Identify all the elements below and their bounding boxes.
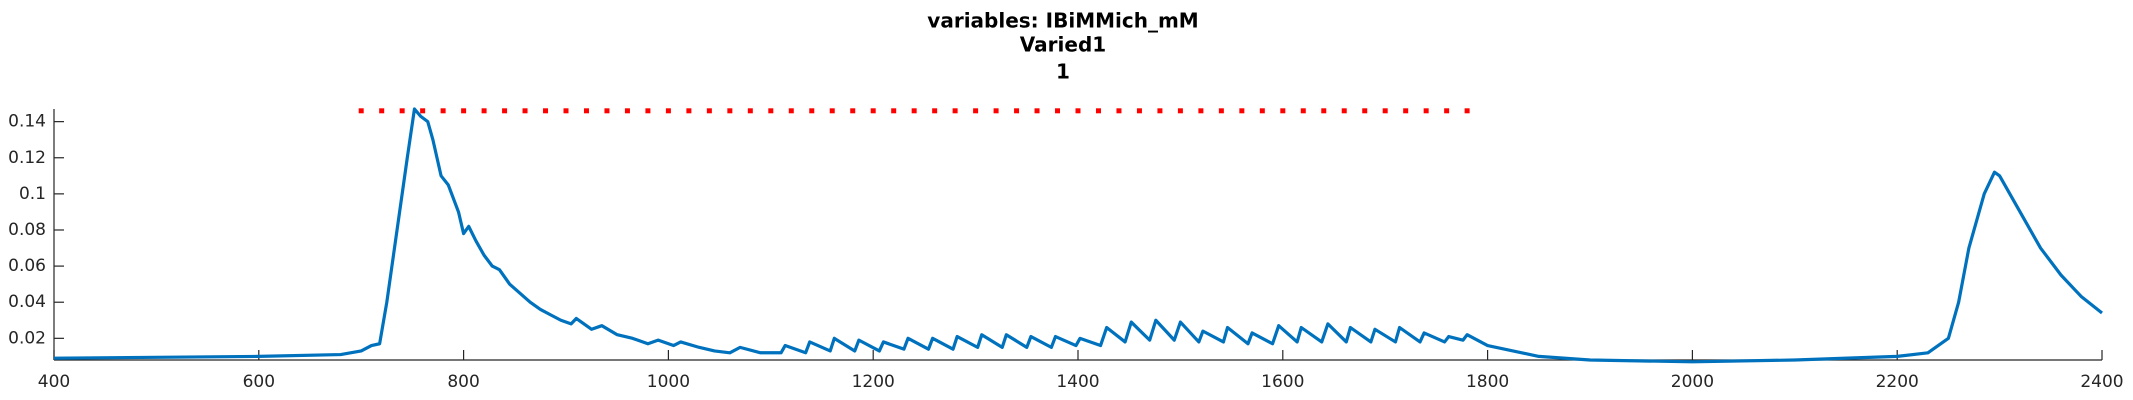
marker <box>1362 108 1368 114</box>
marker <box>1218 108 1224 114</box>
y-tick-label: 0.14 <box>8 112 46 132</box>
marker <box>604 108 610 114</box>
marker <box>686 108 692 114</box>
marker <box>891 108 897 114</box>
marker <box>358 108 364 114</box>
marker <box>768 108 774 114</box>
marker <box>645 108 651 114</box>
x-tick-label: 1400 <box>1056 372 1099 392</box>
marker <box>1403 108 1409 114</box>
marker <box>1055 108 1061 114</box>
x-tick-label: 800 <box>447 372 479 392</box>
marker <box>522 108 528 114</box>
y-tick-label: 0.04 <box>8 292 46 312</box>
marker <box>1423 108 1429 114</box>
marker <box>440 108 446 114</box>
marker <box>1075 108 1081 114</box>
marker <box>993 108 999 114</box>
marker <box>1382 108 1388 114</box>
marker <box>1259 108 1265 114</box>
marker <box>706 108 712 114</box>
marker <box>1034 108 1040 114</box>
marker <box>1341 108 1347 114</box>
marker <box>399 108 405 114</box>
marker <box>1464 108 1470 114</box>
chart-subtitle: 1 <box>1056 60 1070 84</box>
y-tick-label: 0.12 <box>8 148 46 168</box>
x-tick-label: 400 <box>38 372 70 392</box>
x-tick-label: 2200 <box>1876 372 1919 392</box>
y-tick-label: 0.08 <box>8 220 46 240</box>
x-tick-label: 2400 <box>2080 372 2123 392</box>
marker <box>1239 108 1245 114</box>
marker <box>624 108 630 114</box>
marker <box>1300 108 1306 114</box>
y-tick-label: 0.1 <box>19 184 46 204</box>
marker <box>747 108 753 114</box>
x-tick-label: 1200 <box>852 372 895 392</box>
x-tick-label: 1800 <box>1466 372 1509 392</box>
y-tick-label: 0.02 <box>8 328 46 348</box>
data-line <box>53 107 2103 364</box>
marker <box>420 108 426 114</box>
chart-subtitle: Varied1 <box>1020 33 1106 57</box>
marker <box>1444 108 1450 114</box>
marker <box>788 108 794 114</box>
marker <box>379 108 385 114</box>
marker <box>1280 108 1286 114</box>
marker <box>665 108 671 114</box>
marker <box>932 108 938 114</box>
marker <box>461 108 467 114</box>
marker <box>481 108 487 114</box>
marker <box>1198 108 1204 114</box>
marker <box>563 108 569 114</box>
marker <box>727 108 733 114</box>
x-tick-label: 600 <box>243 372 275 392</box>
marker <box>1157 108 1163 114</box>
marker <box>973 108 979 114</box>
marker <box>1136 108 1142 114</box>
marker <box>502 108 508 114</box>
x-tick-label: 1000 <box>647 372 690 392</box>
marker <box>1177 108 1183 114</box>
marker <box>1321 108 1327 114</box>
marker <box>1095 108 1101 114</box>
y-tick-label: 0.06 <box>8 256 46 276</box>
marker <box>850 108 856 114</box>
marker <box>829 108 835 114</box>
marker <box>809 108 815 114</box>
marker <box>911 108 917 114</box>
marker <box>952 108 958 114</box>
marker <box>543 108 549 114</box>
marker <box>1014 108 1020 114</box>
marker <box>1116 108 1122 114</box>
x-tick-label: 2000 <box>1671 372 1714 392</box>
chart-title: variables: IBiMMich_mM <box>927 9 1198 33</box>
marker <box>870 108 876 114</box>
x-tick-label: 1600 <box>1261 372 1304 392</box>
marker <box>583 108 589 114</box>
